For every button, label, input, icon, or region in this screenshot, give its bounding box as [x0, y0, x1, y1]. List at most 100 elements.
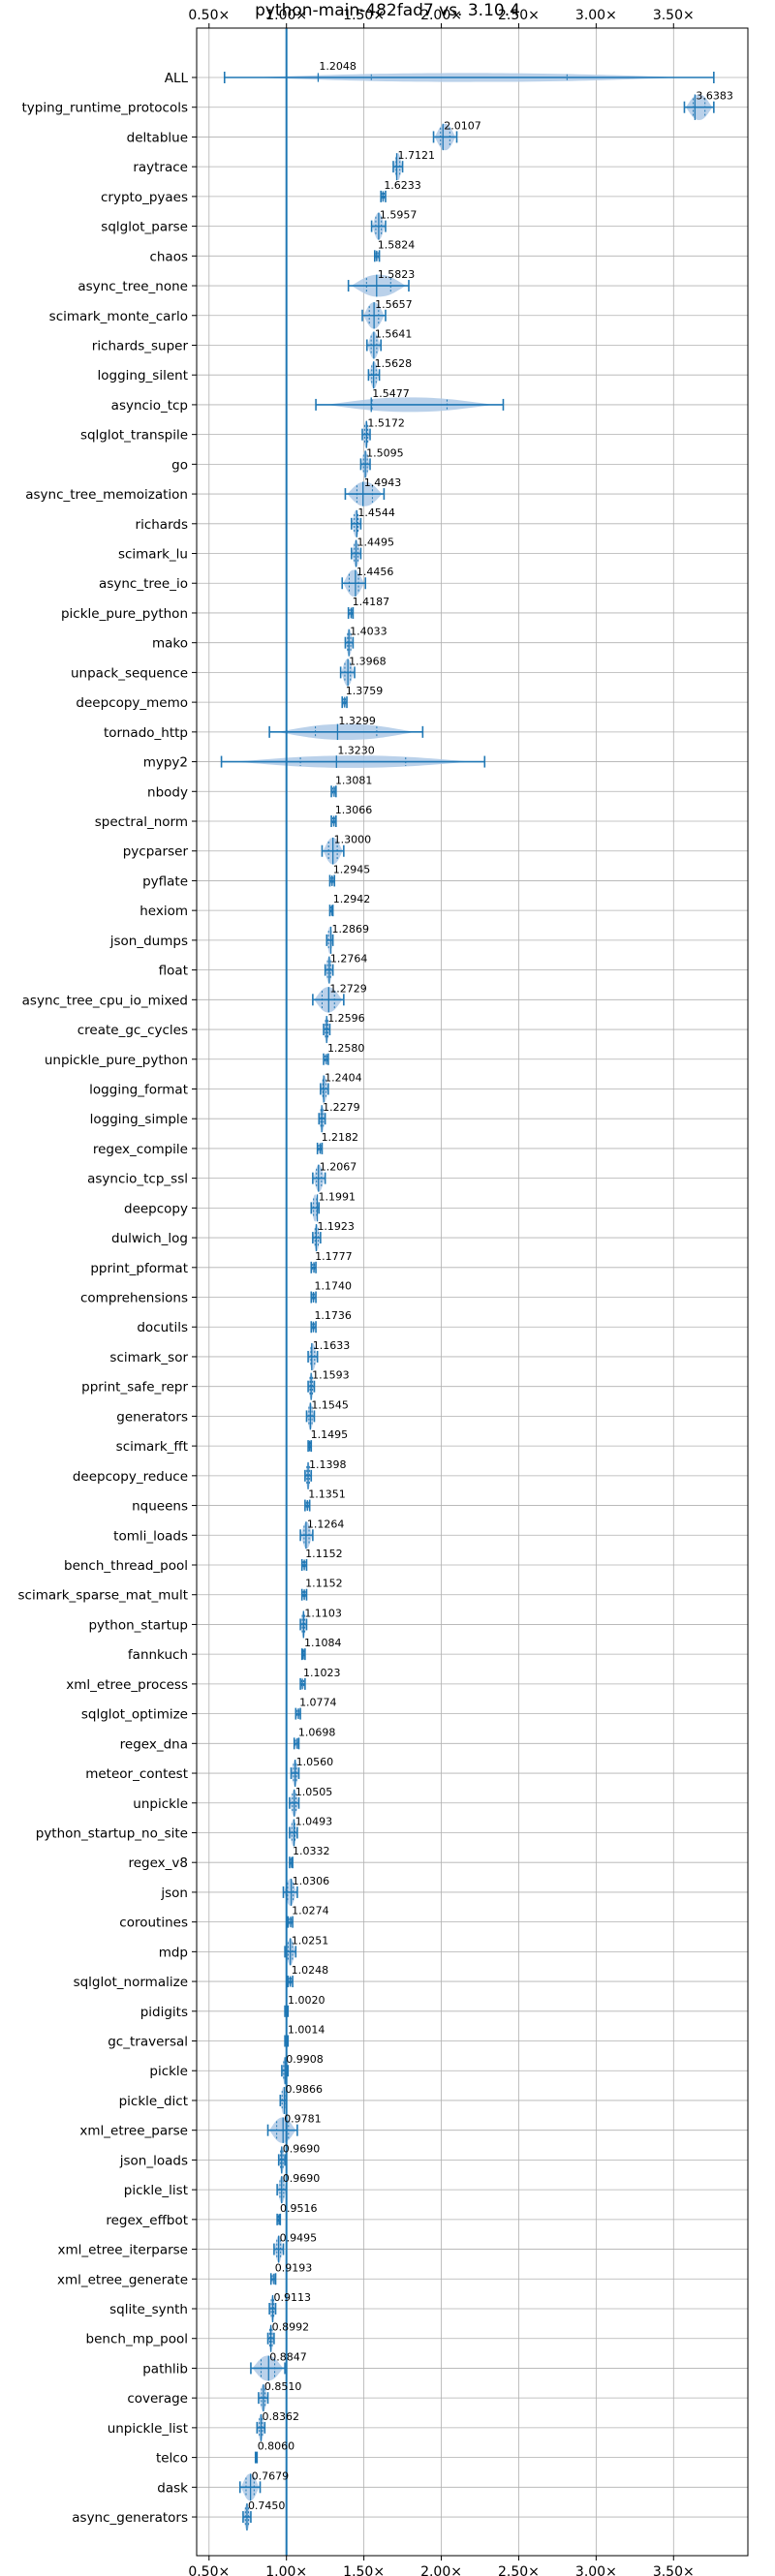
value-label: 1.3066: [335, 804, 373, 816]
value-label: 1.1264: [307, 1518, 345, 1530]
category-label: sqlglot_optimize: [81, 1707, 188, 1723]
value-label: 1.1398: [309, 1458, 347, 1471]
category-label: dask: [157, 2480, 188, 2496]
category-label: pickle: [149, 2064, 188, 2079]
value-label: 1.2048: [319, 60, 356, 73]
x-tick-label-top: 3.50×: [653, 8, 695, 23]
value-label: 1.0274: [292, 1905, 329, 1917]
category-label: pickle_pure_python: [61, 606, 188, 622]
category-label: unpickle_list: [108, 2421, 188, 2437]
category-label: logging_format: [89, 1082, 188, 1097]
category-label: pidigits: [140, 2005, 188, 2020]
category-label: ALL: [165, 71, 189, 86]
category-label: scimark_fft: [116, 1439, 188, 1455]
value-label: 1.5657: [375, 298, 413, 311]
category-label: python_startup_no_site: [36, 1825, 188, 1841]
value-label: 1.1084: [304, 1637, 342, 1649]
category-label: scimark_monte_carlo: [49, 309, 188, 324]
category-label: nqueens: [132, 1499, 188, 1515]
value-label: 1.1023: [303, 1667, 341, 1679]
category-label: raytrace: [133, 160, 188, 175]
category-label: nbody: [147, 784, 188, 800]
category-label: deltablue: [127, 130, 188, 145]
value-label: 1.0493: [295, 1815, 333, 1827]
category-label: sqlite_synth: [109, 2302, 188, 2317]
value-label: 0.9866: [286, 2083, 324, 2096]
value-label: 1.1495: [311, 1428, 349, 1441]
value-label: 1.4943: [364, 476, 402, 489]
category-label: pprint_pformat: [90, 1261, 188, 1276]
value-label: 1.4456: [356, 566, 394, 578]
category-label: pprint_safe_repr: [81, 1380, 188, 1395]
category-label: dulwich_log: [111, 1231, 188, 1246]
value-label: 1.1593: [312, 1369, 350, 1382]
value-label: 1.2067: [320, 1161, 357, 1174]
value-label: 1.2279: [323, 1101, 360, 1114]
x-tick-label-bottom: 2.50×: [498, 2564, 540, 2576]
category-label: comprehensions: [80, 1291, 188, 1306]
value-label: 1.1103: [304, 1607, 342, 1619]
value-label: 1.0251: [292, 1934, 329, 1947]
value-label: 1.2764: [330, 953, 368, 966]
value-label: 1.4495: [357, 537, 395, 549]
category-label: fannkuch: [128, 1647, 188, 1663]
value-label: 0.8510: [264, 2380, 302, 2393]
category-label: pickle_dict: [119, 2094, 188, 2109]
value-label: 1.0020: [288, 1994, 326, 2007]
category-label: deepcopy_reduce: [73, 1469, 188, 1485]
category-label: sqlglot_normalize: [74, 1975, 188, 1990]
category-label: logging_simple: [90, 1112, 188, 1127]
value-label: 0.8060: [258, 2440, 295, 2453]
category-label: generators: [116, 1409, 188, 1425]
category-label: xml_etree_generate: [57, 2272, 188, 2287]
value-label: 1.1152: [305, 1578, 343, 1590]
category-label: tomli_loads: [113, 1528, 188, 1544]
category-label: xml_etree_parse: [79, 2124, 188, 2139]
value-label: 1.7121: [398, 149, 436, 162]
category-label: meteor_contest: [85, 1766, 188, 1782]
category-label: json: [160, 1886, 188, 1901]
x-tick-label-bottom: 1.50×: [343, 2564, 385, 2576]
value-label: 1.1736: [314, 1309, 352, 1322]
category-label: coverage: [127, 2391, 188, 2407]
category-label: scimark_lu: [118, 547, 188, 563]
value-label: 1.5957: [380, 209, 418, 222]
value-label: 1.0306: [293, 1875, 330, 1887]
category-label: xml_etree_iterparse: [58, 2243, 189, 2258]
category-label: bench_mp_pool: [86, 2332, 188, 2347]
value-label: 1.1740: [315, 1280, 353, 1293]
category-label: async_generators: [72, 2510, 188, 2526]
value-label: 0.8362: [263, 2410, 300, 2423]
category-label: unpickle_pure_python: [45, 1053, 188, 1068]
value-label: 1.0332: [293, 1845, 330, 1857]
value-label: 0.7450: [248, 2499, 286, 2512]
category-label: mako: [152, 636, 188, 652]
category-label: typing_runtime_protocols: [22, 101, 189, 116]
category-label: mdp: [159, 1945, 188, 1960]
category-label: async_tree_none: [78, 279, 188, 294]
violin-layer: [220, 28, 715, 2556]
category-label: gc_traversal: [108, 2035, 188, 2050]
value-label: 1.1152: [305, 1548, 343, 1560]
value-label: 1.3230: [337, 745, 375, 757]
category-label: float: [159, 964, 188, 979]
value-label: 1.1991: [319, 1190, 356, 1203]
value-label: 1.3081: [335, 774, 373, 786]
category-label: hexiom: [140, 904, 188, 919]
x-tick-label-bottom: 2.00×: [420, 2564, 462, 2576]
x-tick-label-bottom: 1.00×: [265, 2564, 307, 2576]
x-tick-label-top: 1.50×: [343, 8, 385, 23]
value-label: 1.2580: [327, 1042, 365, 1055]
category-label: regex_dna: [120, 1736, 188, 1752]
value-label: 1.2869: [332, 923, 370, 935]
category-label: deepcopy: [124, 1201, 188, 1216]
category-label: richards: [136, 517, 188, 533]
category-label: crypto_pyaes: [101, 190, 188, 205]
value-label: 1.5172: [367, 417, 405, 430]
value-label: 0.9908: [286, 2053, 324, 2066]
category-label: create_gc_cycles: [78, 1023, 188, 1038]
chart-title: python-main-482fad7 vs. 3.10.4: [255, 1, 520, 20]
value-label: 1.3968: [349, 655, 387, 667]
category-label: tornado_http: [104, 725, 188, 741]
